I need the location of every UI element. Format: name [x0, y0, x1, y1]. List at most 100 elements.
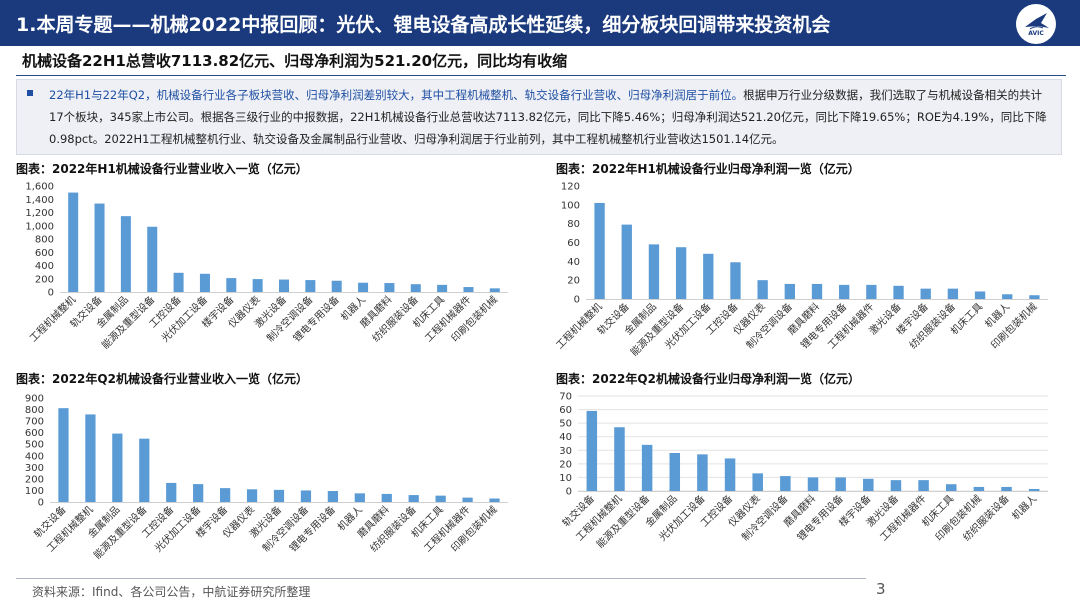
y-tick-label: 1,600 — [25, 182, 54, 193]
x-category-label: 工程机械整机 — [553, 300, 605, 352]
header-bar: 1.本周专题——机械2022中报回顾：光伏、锂电设备高成长性延续，细分板块回调带… — [0, 0, 1080, 46]
bar — [839, 284, 850, 299]
x-category-label: 机器人 — [1009, 492, 1039, 522]
y-tick-label: 100 — [25, 486, 44, 497]
bar — [1029, 295, 1040, 299]
bar — [811, 283, 823, 299]
y-tick-label: 600 — [25, 428, 44, 439]
chart-title-h1-profit: 图表：2022年H1机械设备行业归母净利润一览（亿元） — [556, 162, 860, 176]
bar — [384, 283, 395, 292]
bar — [866, 284, 877, 299]
bar — [863, 478, 874, 491]
summary-body: 根据申万行业分级数据，我们选取了与机械设备相关的共计17个板块，345家上市公司… — [49, 88, 1047, 146]
bar — [1001, 486, 1012, 491]
x-category-label: 纺织服装设备 — [960, 492, 1012, 544]
y-tick-label: 200 — [25, 474, 44, 485]
bar — [780, 476, 791, 491]
chart-h1-profit: 020406080100120工程机械整机轨交设备金属制品能源及重型设备光伏加工… — [553, 182, 1048, 359]
avic-logo: AVIC — [1016, 4, 1056, 44]
subtitle-divider — [16, 75, 1066, 76]
bar — [94, 203, 105, 292]
y-tick-label: 800 — [35, 235, 54, 246]
bar — [641, 444, 653, 491]
y-tick-label: 400 — [35, 261, 54, 272]
y-tick-label: 1,200 — [25, 208, 54, 219]
bar — [669, 453, 681, 491]
bar — [489, 288, 500, 292]
chart-title-q2-revenue: 图表：2022年Q2机械设备行业营业收入一览（亿元） — [16, 372, 308, 386]
summary-highlight: 22年H1与22年Q2，机械设备行业各子板块营收、归母净利润差别较大，其中工程机… — [49, 88, 744, 102]
bullet-square-icon — [27, 90, 33, 96]
page-title: 1.本周专题——机械2022中报回顾：光伏、锂电设备高成长性延续，细分板块回调带… — [16, 14, 831, 36]
summary-box: 22年H1与22年Q2，机械设备行业各子板块营收、归母净利润差别较大，其中工程机… — [16, 79, 1062, 155]
bar — [463, 287, 474, 292]
y-tick-label: 50 — [559, 419, 572, 430]
y-tick-label: 40 — [567, 257, 580, 268]
chart-h1-revenue: 02004006008001,0001,2001,4001,600工程机械整机轨… — [25, 182, 508, 352]
page-number: 3 — [876, 580, 886, 598]
x-category-label: 锂电专用设备 — [794, 492, 846, 544]
bar — [920, 288, 931, 299]
bar — [594, 202, 605, 299]
bar — [305, 280, 316, 292]
bar — [648, 244, 660, 299]
bar — [675, 247, 687, 299]
bar — [410, 284, 421, 292]
section-subtitle: 机械设备22H1总营收7113.82亿元、归母净利润为521.20亿元，同比均有… — [22, 52, 568, 70]
bar — [58, 408, 69, 502]
bar — [807, 477, 819, 491]
bar — [730, 262, 741, 299]
bar — [381, 493, 392, 502]
y-tick-label: 1,400 — [25, 195, 54, 206]
bar — [139, 438, 150, 502]
bar — [703, 253, 714, 299]
y-tick-label: 400 — [25, 451, 44, 462]
bar — [586, 410, 598, 491]
y-tick-label: 20 — [559, 459, 572, 470]
bar — [327, 491, 339, 502]
bar — [193, 484, 204, 502]
bar — [85, 414, 96, 502]
y-tick-label: 800 — [25, 405, 44, 416]
y-tick-label: 40 — [559, 432, 572, 443]
y-tick-label: 100 — [561, 200, 580, 211]
bar — [489, 498, 500, 502]
y-tick-label: 1,000 — [25, 221, 54, 232]
bar — [918, 480, 929, 491]
chart-q2-revenue: 0100200300400500600700800900轨交设备工程机械整机金属… — [25, 394, 508, 562]
y-tick-label: 0 — [574, 295, 580, 306]
bar — [68, 192, 79, 292]
bar — [166, 482, 177, 502]
y-tick-label: 0 — [566, 487, 572, 498]
y-tick-label: 600 — [35, 248, 54, 259]
bar — [408, 495, 419, 502]
bar — [973, 486, 985, 491]
bar — [437, 284, 448, 292]
y-tick-label: 70 — [559, 392, 572, 403]
y-tick-label: 200 — [35, 274, 54, 285]
y-tick-label: 120 — [561, 182, 580, 193]
bar — [757, 280, 768, 299]
bar — [947, 288, 959, 299]
y-tick-label: 80 — [567, 219, 580, 230]
bar — [331, 280, 342, 292]
x-category-label: 工程机械器件 — [877, 492, 929, 544]
x-category-label: 工程机械整机 — [27, 293, 79, 345]
bar — [724, 458, 736, 491]
y-tick-label: 900 — [25, 394, 44, 405]
bar — [784, 283, 795, 299]
y-tick-label: 300 — [25, 463, 44, 474]
logo-text: AVIC — [1028, 30, 1044, 37]
bar — [273, 489, 285, 502]
y-tick-label: 60 — [567, 238, 580, 249]
bar — [435, 495, 446, 502]
y-tick-label: 10 — [559, 473, 572, 484]
chart-title-h1-revenue: 图表：2022年H1机械设备行业营业收入一览（亿元） — [16, 162, 308, 176]
bar — [278, 279, 290, 292]
bar — [300, 490, 312, 502]
bar — [462, 497, 473, 502]
x-category-label: 光伏加工设备 — [656, 492, 708, 544]
footer-divider — [16, 578, 866, 579]
y-tick-label: 60 — [559, 405, 572, 416]
plane-icon — [1025, 13, 1049, 30]
